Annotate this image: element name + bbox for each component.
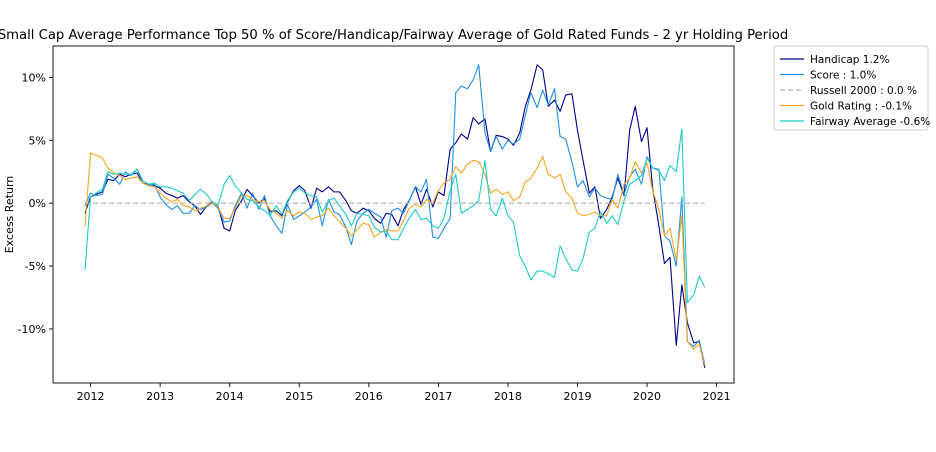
legend-label: Russell 2000 : 0.0 % [810, 85, 917, 97]
series-line-gold-rating-0-1 [84, 152, 706, 366]
legend-label: Fairway Average -0.6% [810, 116, 930, 128]
x-tick-label: 2020 [633, 390, 661, 403]
y-axis-ticks: 10% 5% 0% -5% -10% [18, 71, 53, 336]
plot-area-frame [52, 45, 735, 384]
x-tick-label: 2013 [146, 390, 174, 403]
y-tick-label: 5% [29, 134, 46, 147]
y-tick-label: -5% [25, 260, 46, 273]
x-tick-label: 2012 [77, 390, 105, 403]
x-tick-label: 2021 [703, 390, 731, 403]
legend-label: Handicap 1.2% [810, 54, 889, 66]
chart-title: Small Cap Average Performance Top 50 % o… [0, 28, 788, 43]
legend-label: Gold Rating : -0.1% [810, 101, 912, 113]
x-tick-label: 2018 [494, 390, 522, 403]
x-tick-label: 2017 [424, 390, 452, 403]
x-axis-ticks: 2012 2013 2014 2015 2016 2017 2018 2019 2020 2021 [77, 383, 731, 403]
series-line-fairway-average-0-6 [84, 128, 706, 304]
legend-label: Score : 1.0% [810, 70, 876, 82]
legend-frame [773, 45, 929, 131]
chart-legend: Handicap 1.2% Score : 1.0% Russell 2000 : … [773, 45, 930, 131]
series-line-handicap-1-2 [84, 64, 706, 369]
x-tick-label: 2014 [216, 390, 244, 403]
y-tick-label: 0% [29, 197, 46, 210]
x-tick-label: 2019 [563, 390, 591, 403]
x-tick-label: 2016 [355, 390, 383, 403]
y-axis-label: Excess Return [3, 176, 16, 254]
series-line-score-1-0 [84, 64, 706, 365]
y-tick-label: -10% [18, 323, 46, 336]
series-lines [84, 64, 706, 369]
x-tick-label: 2015 [285, 390, 313, 403]
y-tick-label: 10% [22, 71, 46, 84]
